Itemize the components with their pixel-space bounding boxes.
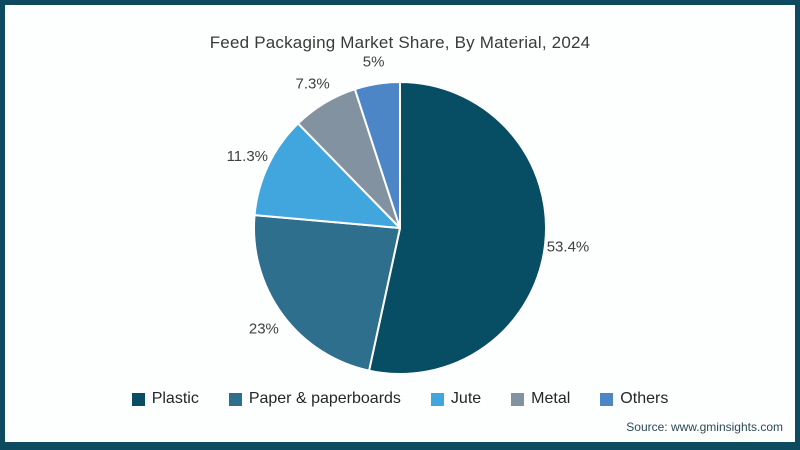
legend-swatch-icon: [228, 392, 242, 406]
pie-slice-others: [353, 81, 401, 229]
legend-swatch-icon: [430, 392, 444, 406]
legend-swatch-icon: [511, 392, 525, 406]
legend-item-jute: Jute: [430, 390, 482, 408]
legend-label: Others: [620, 390, 669, 407]
legend-item-others: Others: [600, 390, 668, 408]
legend-label: Jute: [450, 390, 482, 407]
legend-swatch-icon: [600, 392, 614, 406]
pie-slice-plastic: [368, 81, 548, 375]
legend-label: Metal: [531, 390, 571, 407]
pie-value-label: 5%: [363, 53, 385, 70]
pie-value-label: 23%: [249, 320, 279, 337]
pie-value-label: 11.3%: [227, 148, 268, 165]
pie-value-label: 7.3%: [295, 76, 329, 93]
legend-label: Paper & paperboards: [248, 390, 401, 407]
legend: Plastic Paper & paperboards Jute Metal Other…: [5, 390, 795, 408]
pie-slice-paper-paperboards: [253, 214, 401, 372]
legend-item-paper-paperboards: Paper & paperboards: [228, 390, 401, 408]
source-note: Source: www.gminsights.com: [626, 420, 783, 434]
pie-value-label: 53.4%: [547, 238, 590, 255]
legend-item-plastic: Plastic: [131, 390, 199, 408]
legend-label: Plastic: [151, 390, 199, 407]
chart-title: Feed Packaging Market Share, By Material…: [209, 33, 591, 52]
legend-swatch-icon: [131, 392, 145, 406]
pie-chart: 53.4% 23% 11.3% 7.3% 5%: [227, 53, 590, 375]
pie-slice-jute: [253, 122, 401, 229]
legend-item-metal: Metal: [511, 390, 570, 408]
